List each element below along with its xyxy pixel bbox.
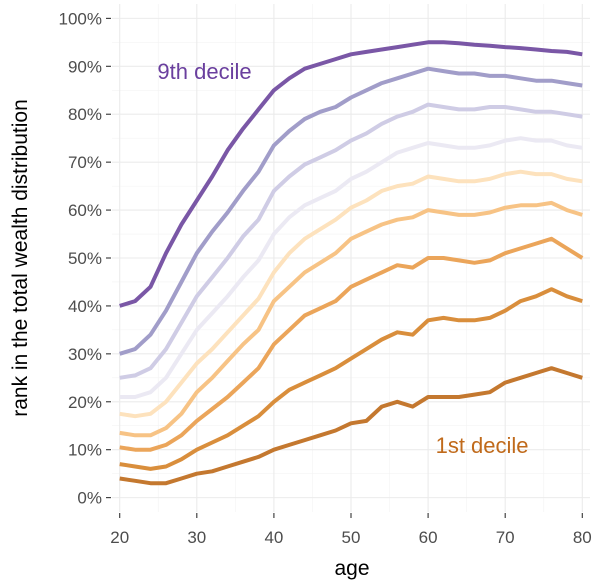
y-axis-title: rank in the total wealth distribution bbox=[9, 99, 32, 417]
annotations: 9th decile 1st decile bbox=[157, 59, 528, 458]
series-line-5 bbox=[119, 169, 583, 419]
series-line-3 bbox=[119, 236, 584, 452]
series-lines bbox=[119, 40, 584, 486]
x-tick-label: 20 bbox=[110, 528, 129, 547]
series-line-6 bbox=[119, 136, 583, 399]
x-axis-ticks: 20 30 40 50 60 70 80 bbox=[110, 513, 592, 547]
y-tick-label: 0% bbox=[77, 489, 102, 508]
y-tick-label: 90% bbox=[68, 57, 102, 76]
y-tick-label: 60% bbox=[68, 201, 102, 220]
x-tick-label: 60 bbox=[419, 528, 438, 547]
y-tick-label: 10% bbox=[68, 441, 102, 460]
x-axis-title: age bbox=[334, 557, 369, 580]
y-tick-label: 100% bbox=[59, 9, 102, 28]
y-tick-label: 20% bbox=[68, 393, 102, 412]
y-axis-ticks: 0% 10% 20% 30% 40% 50% 60% 70% 80% 90% 100% bbox=[59, 9, 111, 508]
annotation-label-1: 9th decile bbox=[157, 59, 251, 84]
series-line-9 bbox=[119, 40, 583, 308]
series-line-7 bbox=[119, 102, 583, 380]
y-tick-label: 50% bbox=[68, 249, 102, 268]
grid-lines bbox=[112, 4, 590, 512]
y-tick-label: 30% bbox=[68, 345, 102, 364]
x-tick-label: 30 bbox=[187, 528, 206, 547]
series-line-1 bbox=[119, 366, 583, 486]
y-tick-label: 70% bbox=[68, 153, 102, 172]
x-tick-label: 50 bbox=[342, 528, 361, 547]
x-tick-label: 80 bbox=[573, 528, 592, 547]
x-tick-label: 40 bbox=[264, 528, 283, 547]
series-line-8 bbox=[119, 66, 583, 356]
series-line-4 bbox=[119, 200, 583, 438]
series-line-2 bbox=[119, 287, 583, 471]
y-tick-label: 40% bbox=[68, 297, 102, 316]
y-tick-label: 80% bbox=[68, 105, 102, 124]
annotation-label-2: 1st decile bbox=[436, 433, 529, 458]
x-tick-label: 70 bbox=[496, 528, 515, 547]
